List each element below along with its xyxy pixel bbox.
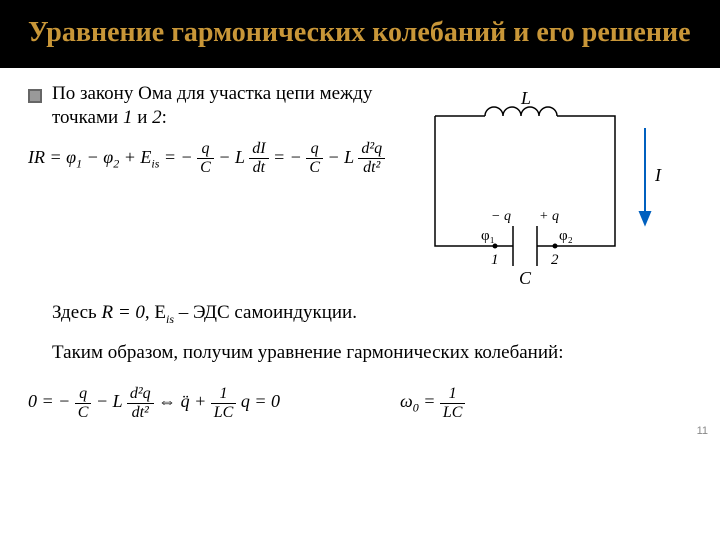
label-I: I xyxy=(654,165,662,185)
label-L: L xyxy=(520,88,531,108)
label-phi1: φ₁ xyxy=(481,228,495,244)
label-qplus: + q xyxy=(539,209,559,224)
bullet-icon xyxy=(28,82,42,131)
page-title: Уравнение гармонических колебаний и его … xyxy=(28,16,692,50)
bullet-text: По закону Ома для участка цепи между точ… xyxy=(52,82,385,131)
bullet-item: По закону Ома для участка цепи между точ… xyxy=(28,82,385,131)
paragraph-result: Таким образом, получим уравнение гармони… xyxy=(52,341,692,366)
equation-2: 0 = − qC − L d²qdt² ⇔ q̈ + 1LC q = 0 xyxy=(28,386,280,421)
equation-1: IR = φ1 − φ2 + Eis = − qC − L dIdt = − q… xyxy=(28,141,385,176)
equation-omega: ω0 = 1LC xyxy=(400,386,465,421)
content-area: По закону Ома для участка цепи между точ… xyxy=(0,68,720,443)
label-C: C xyxy=(519,268,532,286)
page-number: 11 xyxy=(697,425,708,437)
title-header: Уравнение гармонических колебаний и его … xyxy=(0,0,720,68)
label-node2: 2 xyxy=(551,252,559,268)
label-node1: 1 xyxy=(491,252,499,268)
label-qminus: − q xyxy=(491,209,511,224)
circuit-diagram: L I C φ₁ φ₂ 1 2 − q + q xyxy=(405,82,692,291)
label-phi2: φ₂ xyxy=(559,228,573,244)
paragraph-r0: Здесь R = 0, Eis – ЭДС самоиндукции. xyxy=(52,301,692,327)
